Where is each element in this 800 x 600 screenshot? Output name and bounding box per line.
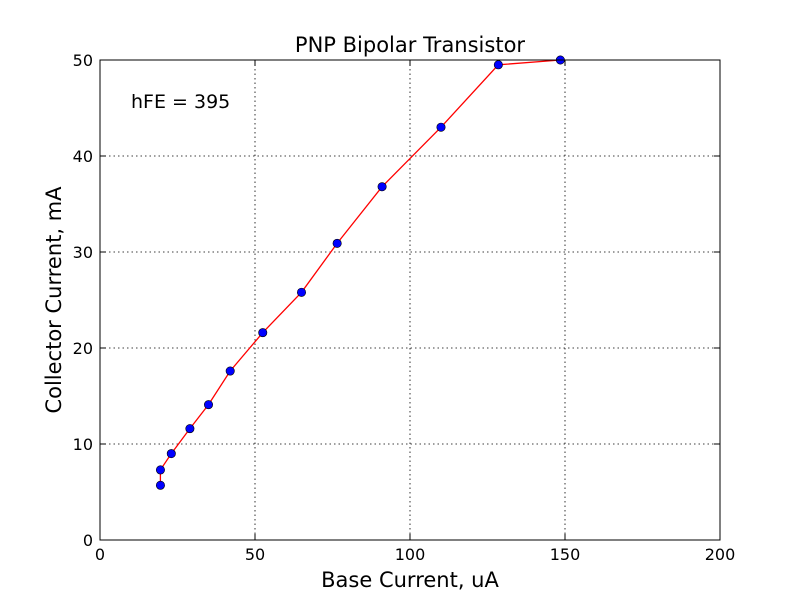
x-tick-label: 200	[705, 545, 736, 564]
x-tick-label: 150	[550, 545, 581, 564]
y-tick-label: 10	[73, 435, 93, 454]
data-point	[436, 122, 446, 132]
data-point	[204, 400, 214, 410]
y-tick-label: 30	[73, 243, 93, 262]
x-tick-label: 100	[395, 545, 426, 564]
data-point	[493, 60, 503, 70]
hfe-annotation: hFE = 395	[131, 91, 230, 113]
grid	[100, 60, 720, 540]
x-tick-label: 0	[95, 545, 105, 564]
data-point	[155, 465, 165, 475]
x-axis-label: Base Current, uA	[321, 568, 499, 592]
y-tick-label: 40	[73, 147, 93, 166]
x-tick-label: 50	[245, 545, 265, 564]
data-point	[332, 238, 342, 248]
data-point	[225, 366, 235, 376]
data-point	[155, 480, 165, 490]
data-point	[258, 328, 268, 338]
tick-labels: 0 50 100 150 200 0 10 20 30 40 50	[73, 51, 736, 564]
data-point	[166, 449, 176, 459]
data-point	[377, 182, 387, 192]
y-tick-label: 0	[83, 531, 93, 550]
data-point	[185, 424, 195, 434]
data-point	[296, 287, 306, 297]
chart-title: PNP Bipolar Transistor	[295, 33, 525, 57]
y-tick-label: 20	[73, 339, 93, 358]
plot-frame	[99, 59, 721, 541]
series	[155, 55, 565, 490]
y-tick-label: 50	[73, 51, 93, 70]
y-axis-label: Collector Current, mA	[42, 186, 66, 414]
